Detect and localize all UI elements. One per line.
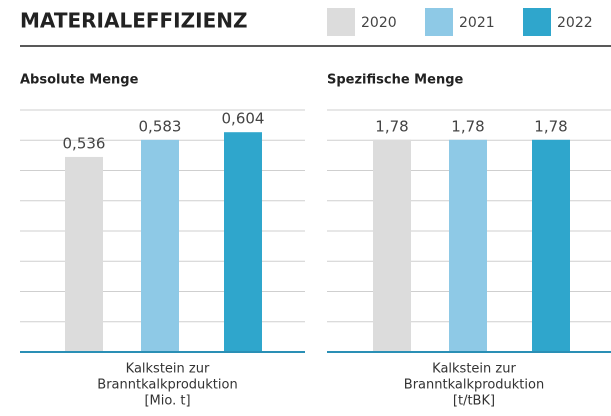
legend-swatch bbox=[327, 8, 355, 36]
chart-subtitle: Spezifische Menge bbox=[327, 73, 463, 88]
x-axis-label: [Mio. t] bbox=[144, 394, 190, 409]
x-axis-label: Branntkalkproduktion bbox=[97, 378, 237, 393]
value-label: 0,536 bbox=[63, 134, 106, 152]
legend-label: 2022 bbox=[557, 15, 593, 31]
x-axis-label: Branntkalkproduktion bbox=[404, 378, 544, 393]
x-axis-label: Kalkstein zur bbox=[126, 362, 210, 377]
bar bbox=[65, 156, 103, 352]
x-axis-label: Kalkstein zur bbox=[432, 362, 516, 377]
x-axis-label: [t/tBK] bbox=[453, 394, 495, 409]
value-label: 0,604 bbox=[222, 110, 265, 128]
legend-swatch bbox=[523, 8, 551, 36]
value-label: 1,78 bbox=[375, 117, 408, 135]
bar bbox=[141, 139, 179, 352]
legend-swatch bbox=[425, 8, 453, 36]
bar bbox=[224, 132, 262, 352]
legend-label: 2020 bbox=[361, 15, 397, 31]
page-title: MATERIALEFFIZIENZ bbox=[20, 9, 247, 33]
chart-subtitle: Absolute Menge bbox=[20, 73, 139, 88]
bar bbox=[449, 139, 487, 352]
bar bbox=[532, 139, 570, 352]
value-label: 1,78 bbox=[451, 117, 484, 135]
value-label: 0,583 bbox=[139, 117, 182, 135]
bar bbox=[373, 139, 411, 352]
legend-label: 2021 bbox=[459, 15, 495, 31]
value-label: 1,78 bbox=[534, 117, 567, 135]
